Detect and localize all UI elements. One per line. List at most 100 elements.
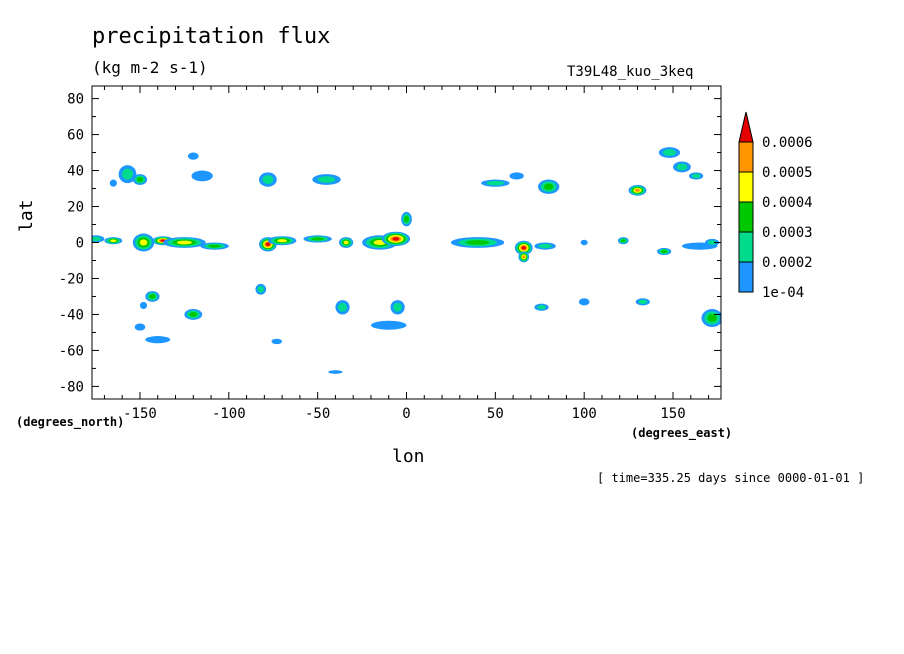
precip-cell-44: [370, 320, 407, 330]
precip-cell-12: [401, 211, 412, 227]
colorbar-segment: [738, 231, 754, 263]
precip-level-2: [662, 149, 677, 156]
y-tick-label: 60: [67, 128, 84, 144]
precip-level-3: [660, 249, 668, 254]
y-tick-label: -60: [59, 343, 84, 359]
precip-level-3: [189, 312, 198, 317]
units-label: (kg m-2 s-1): [92, 58, 208, 77]
precip-level-6: [521, 246, 526, 250]
precip-cell-50: [578, 298, 590, 306]
precip-cell-42: [335, 300, 350, 315]
precip-cell-14: [514, 240, 533, 256]
precip-level-3: [620, 239, 626, 243]
precip-level-1: [578, 298, 590, 306]
precip-cell-24: [109, 179, 117, 187]
precip-level-5: [634, 188, 641, 192]
precip-level-2: [338, 302, 347, 312]
precip-level-2: [537, 305, 546, 310]
y-tick-label: 80: [67, 92, 84, 108]
precip-cell-38: [139, 301, 148, 310]
chart-title: precipitation flux: [92, 24, 331, 49]
x-axis-label: lon: [392, 446, 425, 467]
precip-cell-23: [132, 174, 148, 185]
precip-cell-9: [338, 237, 354, 248]
precip-level-2: [262, 175, 274, 184]
y-tick-label: 0: [76, 236, 84, 252]
precip-level-1: [370, 320, 407, 330]
precip-cell-18: [617, 237, 629, 245]
colorbar-label: 0.0006: [762, 135, 813, 151]
precip-cell-29: [509, 172, 524, 180]
colorbar-label: 0.0002: [762, 255, 813, 271]
precip-level-2: [317, 176, 336, 183]
y-tick-label: -20: [59, 271, 84, 287]
precip-level-1: [145, 336, 171, 344]
precip-cell-31: [628, 184, 647, 196]
precip-level-1: [191, 170, 213, 182]
y-units-label: (degrees_north): [16, 415, 125, 429]
precip-level-1: [271, 338, 283, 345]
precip-cell-28: [481, 179, 510, 187]
precip-level-4: [110, 239, 117, 242]
precip-level-2: [486, 180, 505, 186]
precip-cell-37: [184, 309, 203, 320]
precip-level-2: [707, 240, 717, 245]
precip-cell-40: [134, 323, 146, 331]
precip-level-1: [187, 152, 199, 160]
y-tick-label: -80: [59, 379, 84, 395]
precip-level-3: [543, 183, 554, 190]
x-tick-label: -100: [212, 406, 246, 422]
colorbar-segment: [738, 201, 754, 233]
colorbar-label: 0.0004: [762, 195, 813, 211]
precip-level-3: [149, 294, 156, 299]
precip-level-2: [393, 302, 402, 312]
precip-level-3: [311, 237, 324, 241]
y-tick-label: 20: [67, 200, 84, 216]
precip-cell-34: [689, 172, 704, 180]
precip-cell-33: [673, 161, 691, 173]
colorbar-segment: [738, 141, 754, 173]
precip-level-6: [265, 242, 271, 247]
time-label: [ time=335.25 days since 0000-01-01 ]: [597, 471, 865, 485]
precip-level-4: [343, 240, 349, 245]
precip-level-1: [509, 172, 524, 180]
axis-ticks: -150 -100 -50 0 50 100 150 80 60 40 20 0 -20 -40 -60 -8…: [59, 86, 721, 422]
precip-cell-26: [259, 172, 277, 187]
precip-cell-16: [534, 242, 556, 250]
precip-level-4: [176, 240, 192, 245]
precip-cell-11: [381, 231, 411, 247]
precip-cell-36: [145, 291, 160, 302]
x-tick-label: 0: [402, 406, 410, 422]
precip-level-2: [257, 285, 265, 293]
precip-cell-30: [537, 179, 560, 194]
colorbar: 1e-04 0.0002 0.0003 0.0004 0.0005 0.0006: [738, 111, 813, 301]
precip-level-2: [122, 168, 134, 180]
precip-cell-4: [163, 237, 206, 248]
precip-level-3: [404, 215, 409, 223]
precip-cell-5: [200, 242, 229, 250]
precip-cell-46: [635, 298, 650, 306]
precip-cell-13: [450, 237, 505, 248]
x-tick-label: 100: [572, 406, 597, 422]
precip-level-1: [580, 239, 588, 246]
precip-cell-1: [104, 237, 123, 245]
precip-level-2: [676, 163, 688, 171]
x-tick-label: 50: [487, 406, 504, 422]
precip-level-5: [522, 255, 526, 259]
y-tick-label: 40: [67, 164, 84, 180]
x-units-label: (degrees_east): [631, 426, 733, 440]
precip-level-1: [328, 370, 343, 374]
precip-cell-7: [267, 236, 297, 246]
precip-level-4: [139, 239, 148, 246]
precip-cell-45: [534, 303, 549, 311]
precip-cell-15: [518, 251, 530, 263]
precip-cell-35: [187, 152, 199, 160]
colorbar-extend-arrow: [738, 111, 754, 143]
precip-cell-8: [303, 235, 332, 243]
y-axis-label: lat: [16, 199, 37, 232]
colorbar-label: 1e-04: [762, 285, 804, 301]
precip-cell-17: [580, 239, 588, 246]
precip-level-4: [277, 239, 288, 243]
precip-cell-27: [312, 174, 341, 185]
